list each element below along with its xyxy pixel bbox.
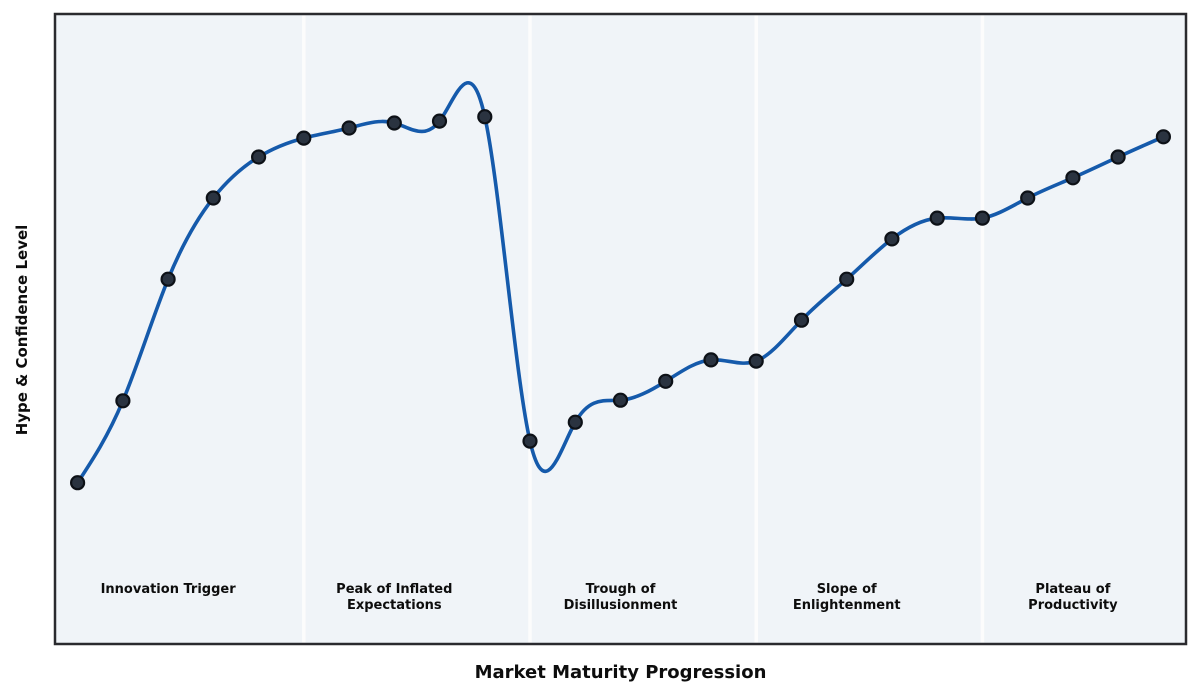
data-point-marker: [1065, 170, 1081, 186]
phase-label-slope-of-enlightenment: Slope of Enlightenment: [792, 582, 901, 613]
hype-curve: [75, 81, 1166, 485]
data-point-marker: [703, 352, 719, 368]
data-point-marker: [69, 475, 86, 491]
phase-label-plateau-of-productivity: Plateau of Productivity: [1028, 582, 1118, 613]
data-point-marker: [115, 393, 131, 409]
data-point-marker: [1020, 190, 1036, 206]
phase-label-peak-of-inflated-expectations: Peak of Inflated Expectations: [336, 582, 453, 613]
data-point-marker: [160, 271, 176, 287]
phase-separators: [302, 15, 985, 643]
data-point-marker: [658, 373, 674, 389]
data-point-marker: [839, 271, 855, 287]
data-point-marker: [341, 120, 357, 136]
data-point-marker: [929, 210, 945, 226]
x-axis-label: Market Maturity Progression: [474, 662, 767, 683]
data-point-marker: [793, 312, 810, 328]
phase-label-innovation-trigger: Innovation Trigger: [100, 582, 236, 597]
data-point-marker: [612, 392, 629, 408]
data-point-marker: [522, 433, 538, 449]
data-point-marker: [431, 113, 448, 129]
data-point-marker: [1110, 149, 1126, 165]
plot-area: [53, 12, 1188, 646]
data-point-marker: [386, 115, 402, 131]
data-point-marker: [296, 130, 312, 146]
data-point-marker: [748, 353, 764, 369]
data-point-marker: [974, 210, 991, 226]
data-point-marker: [205, 190, 221, 206]
data-point-marker: [1155, 129, 1172, 145]
data-point-marker: [477, 109, 493, 125]
data-point-marker: [567, 414, 583, 430]
y-axis-label: Hype & Confidence Level: [13, 224, 31, 436]
data-point-marker: [251, 149, 267, 165]
data-point-marker: [884, 231, 900, 247]
data-points: [69, 109, 1172, 491]
phase-label-trough-of-disillusionment: Trough of Disillusionment: [563, 582, 678, 613]
